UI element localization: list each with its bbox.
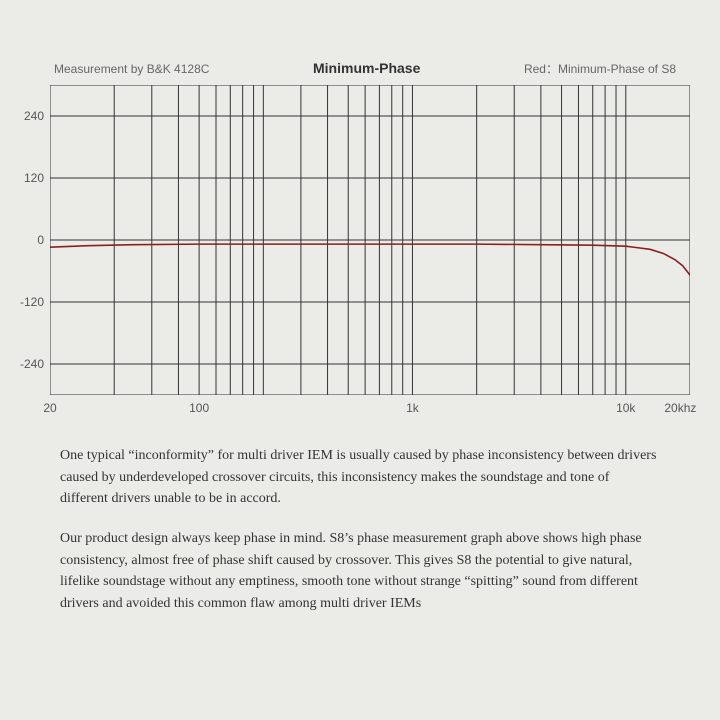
y-tick-label: 120 <box>24 171 50 185</box>
y-tick-label: -240 <box>20 357 50 371</box>
x-tick-label: 100 <box>189 395 209 415</box>
x-tick-label: 20 <box>43 395 56 415</box>
description-text: One typical “inconformity” for multi dri… <box>60 445 660 615</box>
paragraph-1: One typical “inconformity” for multi dri… <box>60 445 660 510</box>
y-tick-label: 0 <box>37 233 50 247</box>
y-tick-label: 240 <box>24 109 50 123</box>
chart-header: Measurement by B&K 4128C Minimum-Phase R… <box>50 60 680 77</box>
measurement-label: Measurement by B&K 4128C <box>54 62 209 76</box>
x-tick-label: 10k <box>616 395 635 415</box>
phase-curve <box>50 244 690 275</box>
chart-plot-area: -240-1200120240201001k10k20khz <box>50 85 690 395</box>
chart-grid <box>50 85 690 395</box>
phase-chart: Measurement by B&K 4128C Minimum-Phase R… <box>50 60 680 395</box>
chart-legend: Red：Minimum-Phase of S8 <box>524 60 676 77</box>
x-tick-label: 1k <box>406 395 419 415</box>
paragraph-2: Our product design always keep phase in … <box>60 528 660 615</box>
x-tick-label: 20khz <box>664 395 696 415</box>
chart-title: Minimum-Phase <box>313 60 420 76</box>
y-tick-label: -120 <box>20 295 50 309</box>
